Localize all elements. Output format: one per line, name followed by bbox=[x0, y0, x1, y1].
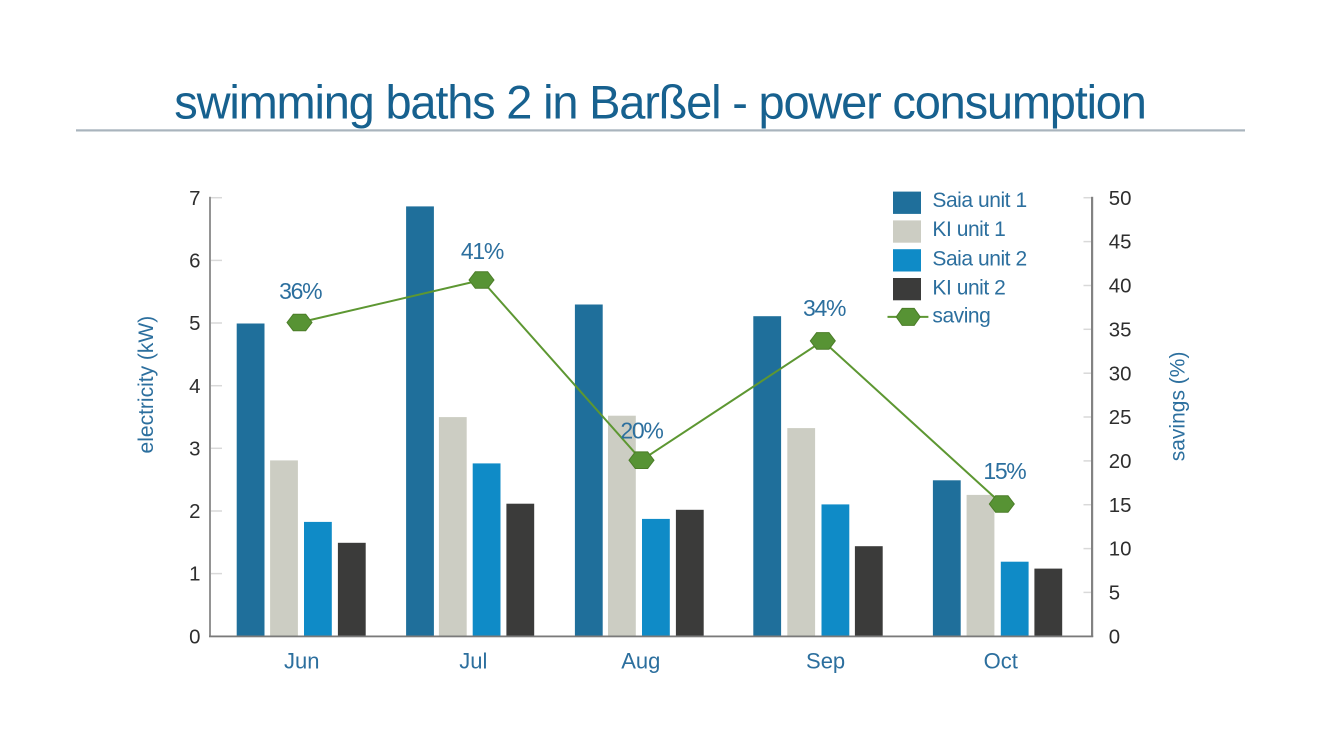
svg-text:34%: 34% bbox=[803, 295, 846, 321]
svg-text:Saia unit 2: Saia unit 2 bbox=[932, 247, 1026, 270]
svg-text:saving: saving bbox=[932, 304, 990, 327]
svg-text:20%: 20% bbox=[620, 417, 663, 443]
svg-text:40: 40 bbox=[1109, 276, 1132, 298]
svg-text:6: 6 bbox=[189, 251, 200, 273]
svg-text:electricity (kW): electricity (kW) bbox=[135, 316, 158, 454]
svg-text:4: 4 bbox=[189, 376, 200, 398]
svg-text:5: 5 bbox=[1109, 583, 1120, 605]
svg-text:swimming baths 2 in Barßel - p: swimming baths 2 in Barßel - power consu… bbox=[174, 76, 1145, 129]
svg-text:KI unit 1: KI unit 1 bbox=[932, 218, 1005, 241]
svg-text:30: 30 bbox=[1109, 363, 1132, 385]
svg-text:savings (%): savings (%) bbox=[1166, 352, 1189, 462]
svg-text:Jul: Jul bbox=[459, 648, 487, 673]
svg-text:25: 25 bbox=[1109, 407, 1132, 429]
svg-text:Jun: Jun bbox=[284, 648, 319, 673]
svg-text:36%: 36% bbox=[279, 278, 322, 304]
svg-text:Oct: Oct bbox=[984, 648, 1018, 673]
svg-text:3: 3 bbox=[189, 438, 200, 460]
svg-text:KI unit 2: KI unit 2 bbox=[932, 277, 1005, 300]
svg-text:1: 1 bbox=[189, 564, 200, 586]
svg-text:50: 50 bbox=[1109, 188, 1132, 210]
svg-text:15%: 15% bbox=[983, 458, 1026, 484]
svg-text:0: 0 bbox=[1109, 626, 1120, 648]
svg-text:41%: 41% bbox=[461, 238, 504, 264]
svg-text:35: 35 bbox=[1109, 319, 1132, 341]
svg-text:Aug: Aug bbox=[621, 648, 660, 673]
svg-text:5: 5 bbox=[189, 313, 200, 335]
svg-text:20: 20 bbox=[1109, 451, 1132, 473]
svg-text:Saia unit 1: Saia unit 1 bbox=[932, 189, 1026, 212]
svg-text:Sep: Sep bbox=[806, 648, 845, 673]
svg-text:7: 7 bbox=[189, 188, 200, 210]
svg-text:15: 15 bbox=[1109, 495, 1132, 517]
svg-text:10: 10 bbox=[1109, 539, 1132, 561]
svg-text:45: 45 bbox=[1109, 232, 1132, 254]
svg-text:0: 0 bbox=[189, 626, 200, 648]
svg-text:2: 2 bbox=[189, 501, 200, 523]
